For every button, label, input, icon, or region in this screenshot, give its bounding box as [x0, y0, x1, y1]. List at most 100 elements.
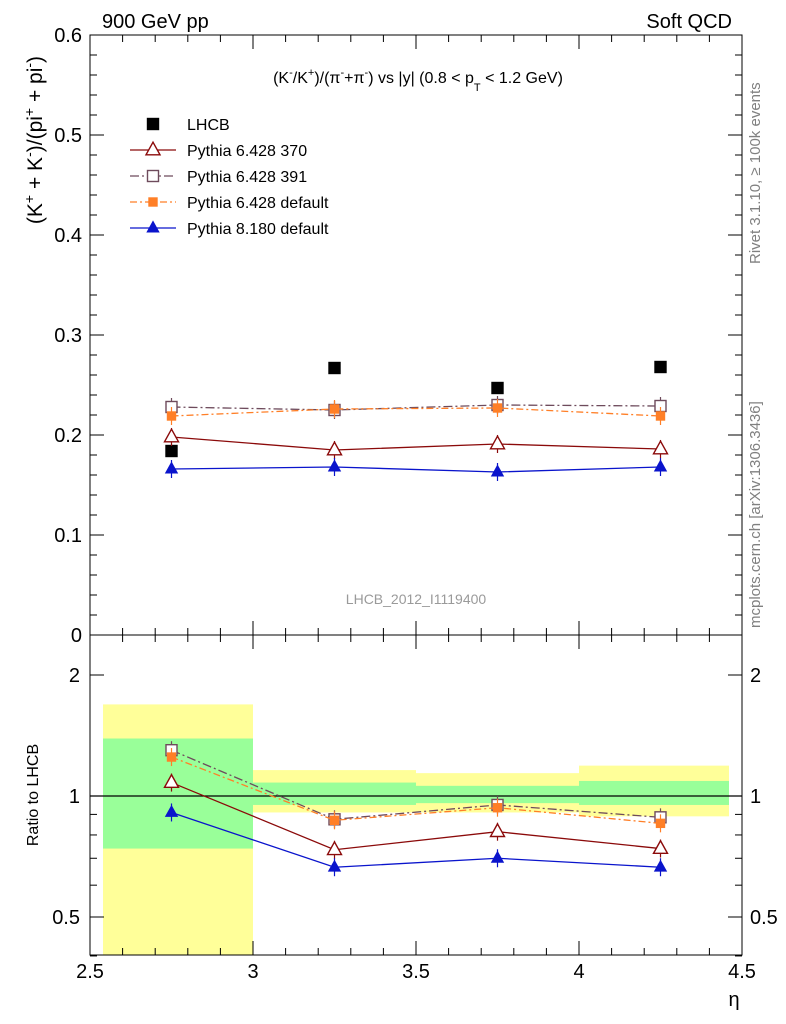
inner-uncertainty-band: [103, 738, 253, 849]
inner-uncertainty-band: [579, 780, 729, 805]
legend-entry: LHCB: [146, 117, 230, 134]
ratio-point: [655, 818, 666, 829]
ratio-point: [653, 859, 668, 872]
series-line: [171, 436, 661, 451]
main-y-tick-label: 0.6: [54, 25, 82, 47]
ratio-y-tick-label: 0.5: [52, 907, 80, 929]
data-point: [329, 404, 340, 414]
ratio-series-pythia-6-428-default: [166, 748, 666, 833]
ratio-point: [492, 803, 503, 813]
legend-marker: [146, 220, 160, 233]
ratio-tick-marks: [89, 635, 743, 957]
main-y-tick-label: 0.2: [54, 425, 82, 447]
ratio-point: [326, 840, 343, 856]
rivet-version-text: Rivet 3.1.10, ≥ 100k events: [747, 82, 764, 264]
analysis-watermark: LHCB_2012_I1119400: [346, 591, 487, 607]
ratio-y-tick-label: 1: [69, 786, 80, 808]
chart-title: (K-/K+)/(π-+π-) vs |y| (0.8 < pT < 1.2 G…: [273, 67, 563, 94]
main-y-tick-label: 0.5: [54, 125, 82, 147]
x-tick-labels: 2.5 3 3.5 4 4.5: [76, 961, 756, 983]
data-point: [327, 459, 342, 472]
x-tick-label: 4.5: [728, 961, 756, 983]
data-point: [165, 444, 178, 458]
series-line: [171, 404, 661, 411]
ratio-point: [489, 822, 506, 838]
ratio-y-tick-label-right: 0.5: [750, 907, 778, 929]
ratio-uncertainty-bands: [103, 704, 729, 955]
legend-entry: Pythia 8.180 default: [130, 220, 329, 238]
data-point: [163, 427, 180, 443]
ratio-y-tick-labels: 0.5 0.5 1 1 2 2: [52, 665, 778, 929]
main-y-tick-label: 0.4: [54, 225, 82, 247]
legend-label: Pythia 6.428 default: [187, 195, 329, 212]
ratio-point: [163, 773, 180, 789]
main-plot-panel: 0 0.1 0.2 0.3 0.4 0.5 0.6 (K-/K+)/(π-+π-) vs |…: [21, 25, 743, 647]
data-point: [328, 361, 341, 375]
ratio-line: [171, 781, 661, 851]
main-tick-marks: [89, 34, 743, 636]
data-point: [489, 434, 506, 450]
legend-marker: [146, 169, 160, 183]
data-point: [654, 360, 667, 374]
header-right: Soft QCD: [646, 11, 732, 33]
ratio-line: [171, 756, 661, 824]
ratio-point: [327, 859, 342, 872]
ratio-y-tick-label-right: 2: [750, 665, 761, 687]
main-y-tick-label: 0: [71, 625, 82, 647]
main-series-layer: [163, 360, 669, 481]
series-lhcb: [165, 360, 667, 458]
data-point: [655, 411, 666, 421]
ratio-point: [652, 839, 669, 855]
x-tick-label: 4: [573, 961, 584, 983]
ratio-point: [166, 752, 177, 762]
series-pythia-8-180-default: [164, 458, 668, 481]
main-y-tick-label: 0.3: [54, 325, 82, 347]
legend-marker: [148, 197, 158, 207]
ratio-line: [171, 811, 661, 868]
series-line: [171, 466, 661, 473]
ratio-series-layer: [163, 741, 669, 877]
x-axis-label: η: [728, 989, 739, 1011]
legend-marker: [144, 140, 162, 156]
ratio-point: [329, 815, 340, 826]
ratio-point: [490, 850, 505, 863]
legend-entry: Pythia 6.428 370: [130, 140, 307, 160]
mcplots-reference-text: mcplots.cern.ch [arXiv:1306.3436]: [747, 401, 764, 628]
x-tick-label: 2.5: [76, 961, 104, 983]
legend-label: Pythia 6.428 391: [187, 169, 307, 186]
inner-uncertainty-band: [416, 785, 579, 804]
ratio-plot-panel: 0.5 0.5 1 1 2 2 2.5 3 3.5 4 4.5 Ratio to LHCB η: [25, 634, 778, 1011]
ratio-line: [171, 749, 661, 820]
data-point: [491, 381, 504, 395]
data-point: [166, 411, 177, 421]
legend-label: Pythia 8.180 default: [187, 221, 329, 238]
legend-label: LHCB: [187, 117, 230, 134]
data-point: [653, 459, 668, 472]
x-tick-label: 3.5: [402, 961, 430, 983]
series-line: [171, 407, 661, 417]
legend-entry: Pythia 6.428 default: [130, 195, 329, 212]
legend-entry: Pythia 6.428 391: [130, 169, 307, 186]
series-pythia-6-428-370: [163, 427, 669, 459]
legend-label: Pythia 6.428 370: [187, 143, 307, 160]
series-pythia-6-428-default: [166, 399, 666, 425]
series-pythia-6-428-391: [165, 396, 667, 419]
ratio-y-tick-label-right: 1: [750, 786, 761, 808]
inner-uncertainty-band: [253, 782, 416, 805]
data-point: [326, 440, 343, 456]
ratio-point: [164, 804, 179, 817]
legend: LHCB Pythia 6.428 370 Pythia 6.428 391 Pyth…: [130, 117, 329, 238]
data-point: [490, 464, 505, 477]
data-point: [164, 461, 179, 474]
data-point: [492, 403, 503, 413]
x-tick-label: 3: [247, 961, 258, 983]
header-left: 900 GeV pp: [102, 11, 209, 33]
main-y-tick-labels: 0 0.1 0.2 0.3 0.4 0.5 0.6: [54, 25, 82, 647]
legend-marker: [146, 117, 160, 131]
ratio-y-tick-label: 2: [69, 665, 80, 687]
y-axis-label: (K+ + K-)/(pi+ + pi-): [21, 56, 47, 224]
ratio-series-pythia-6-428-370: [163, 773, 669, 859]
data-point: [652, 439, 669, 455]
main-y-tick-label: 0.1: [54, 525, 82, 547]
